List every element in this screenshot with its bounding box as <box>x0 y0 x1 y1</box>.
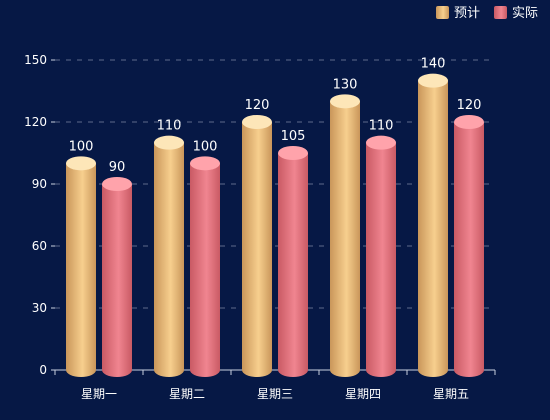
bar-actual[interactable] <box>102 177 132 377</box>
data-label: 100 <box>193 139 218 154</box>
legend-label: 实际 <box>512 6 538 21</box>
bar-actual[interactable] <box>190 156 220 377</box>
bar-actual[interactable] <box>454 115 484 377</box>
y-tick-label: 30 <box>32 301 47 315</box>
bar-body <box>190 163 220 377</box>
bar-body <box>454 122 484 377</box>
bar-body <box>66 163 96 377</box>
y-tick-label: 90 <box>32 177 47 191</box>
bar-body <box>278 153 308 377</box>
bar-forecast[interactable] <box>242 115 272 377</box>
data-label: 100 <box>69 139 94 154</box>
bar-top <box>66 156 96 171</box>
legend-swatch <box>436 6 449 19</box>
bar-body <box>154 142 184 377</box>
x-tick-label: 星期四 <box>345 387 381 401</box>
data-label: 120 <box>457 98 482 113</box>
data-label: 120 <box>245 98 270 113</box>
bars <box>66 73 484 378</box>
y-tick-label: 0 <box>39 363 47 377</box>
axes: 0 30 60 90 120 150 星期一 星期二 星期三 星期四 星期五 <box>24 53 496 401</box>
data-label: 110 <box>369 119 394 134</box>
bar-body <box>242 122 272 377</box>
data-label: 140 <box>421 57 446 72</box>
bar-top <box>454 115 484 129</box>
legend-label: 预计 <box>454 6 480 21</box>
data-label: 90 <box>109 160 126 175</box>
legend-swatch <box>494 6 507 19</box>
bar-top <box>366 135 396 150</box>
legend-item-forecast[interactable]: 预计 <box>436 6 480 21</box>
x-tick-label: 星期三 <box>257 387 293 401</box>
bar-forecast[interactable] <box>154 135 184 377</box>
bar-body <box>366 142 396 377</box>
data-label: 110 <box>157 119 182 134</box>
bar-top <box>154 135 184 150</box>
bar-body <box>418 80 448 378</box>
legend-item-actual[interactable]: 实际 <box>494 6 538 21</box>
data-label: 130 <box>333 77 358 92</box>
y-tick-label: 60 <box>32 239 47 253</box>
x-tick-label: 星期一 <box>81 387 117 401</box>
bar-forecast[interactable] <box>418 73 448 378</box>
bar-body <box>330 101 360 377</box>
bar-forecast[interactable] <box>330 94 360 377</box>
bar-top <box>330 94 360 109</box>
bar-forecast[interactable] <box>66 156 96 377</box>
data-label: 105 <box>281 129 306 144</box>
bar-top <box>102 177 132 191</box>
bar-actual[interactable] <box>278 146 308 377</box>
bar-body <box>102 184 132 377</box>
data-labels: 100 90 110 100 120 105 130 110 140 120 <box>69 57 482 175</box>
y-tick-label: 120 <box>24 115 47 129</box>
bar-actual[interactable] <box>366 135 396 377</box>
bar-top <box>190 156 220 171</box>
bar-top <box>242 115 272 129</box>
y-tick-label: 150 <box>24 53 47 67</box>
x-tick-label: 星期二 <box>169 387 205 401</box>
bar-top <box>418 73 448 88</box>
legend[interactable]: 预计 实际 <box>436 6 538 21</box>
x-tick-label: 星期五 <box>433 387 469 401</box>
bar-top <box>278 146 308 160</box>
